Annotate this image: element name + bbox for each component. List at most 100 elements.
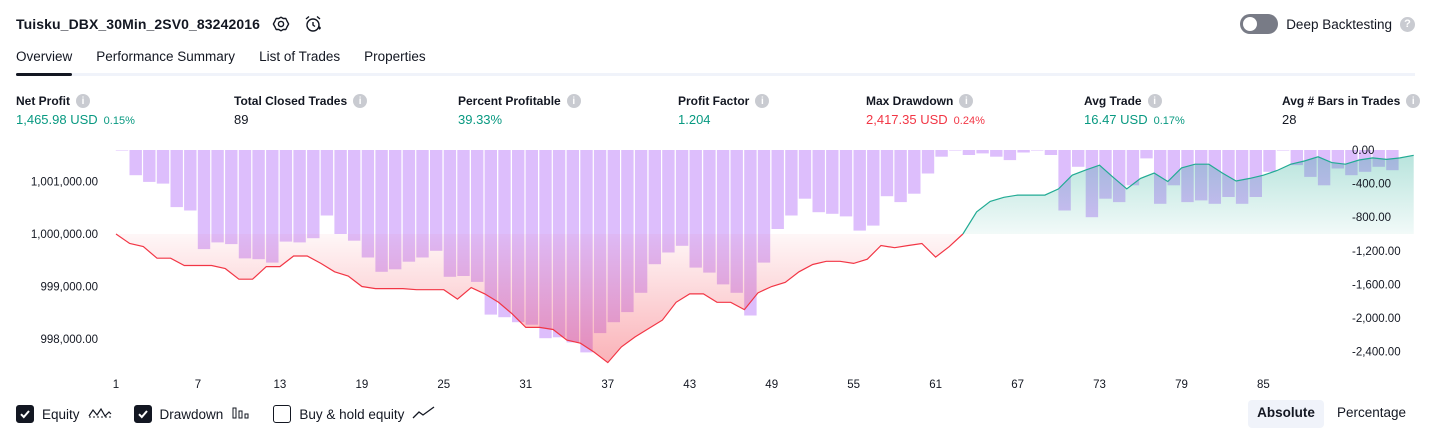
drawdown-bar bbox=[1031, 150, 1043, 151]
drawdown-bar bbox=[157, 150, 169, 184]
equity-label: Equity bbox=[42, 407, 80, 422]
drawdown-bar bbox=[116, 150, 128, 151]
right-axis-tick: 0.00 bbox=[1352, 145, 1374, 157]
info-icon[interactable]: i bbox=[567, 94, 581, 108]
net-profit-value: 1,465.98 USD bbox=[16, 112, 98, 127]
metric-total-closed-trades: Total Closed Trades i 89 bbox=[234, 92, 367, 127]
metric-profit-factor: Profit Factor i 1.204 bbox=[678, 92, 769, 127]
max-drawdown-value: 2,417.35 USD bbox=[866, 112, 948, 127]
x-axis-tick: 43 bbox=[683, 379, 696, 391]
tab-overview[interactable]: Overview bbox=[16, 46, 72, 73]
drawdown-bar bbox=[184, 150, 196, 211]
drawdown-label: Drawdown bbox=[160, 407, 224, 422]
x-axis-tick: 67 bbox=[1011, 379, 1024, 391]
info-icon[interactable]: i bbox=[755, 94, 769, 108]
right-axis-tick: -2,000.00 bbox=[1352, 313, 1401, 325]
avg-trade-value: 16.47 USD bbox=[1084, 112, 1148, 127]
help-icon[interactable]: ? bbox=[1400, 17, 1415, 32]
drawdown-bar bbox=[1263, 150, 1275, 172]
buy-hold-line-icon bbox=[412, 406, 436, 423]
deep-backtesting-control: Deep Backtesting ? bbox=[1240, 12, 1415, 36]
tab-list-of-trades[interactable]: List of Trades bbox=[259, 46, 340, 73]
checkbox-box[interactable] bbox=[16, 405, 34, 423]
scale-mode-switch: Absolute Percentage bbox=[1248, 400, 1415, 428]
drawdown-bar bbox=[348, 150, 360, 241]
checkbox-box[interactable] bbox=[273, 405, 291, 423]
x-axis-tick: 25 bbox=[437, 379, 450, 391]
x-axis: 1 7 13 19 25 31 37 43 49 55 61 67 73 79 85 bbox=[113, 379, 1270, 391]
equity-below-fill bbox=[116, 234, 963, 363]
right-axis-tick: -400.00 bbox=[1352, 179, 1391, 191]
drawdown-bar bbox=[922, 150, 934, 174]
right-axis-tick: -1,600.00 bbox=[1352, 279, 1401, 291]
checkbox-box[interactable] bbox=[134, 405, 152, 423]
drawdown-bar bbox=[171, 150, 183, 207]
x-axis-tick: 13 bbox=[274, 379, 287, 391]
tab-properties[interactable]: Properties bbox=[364, 46, 426, 73]
drawdown-bar bbox=[908, 150, 920, 194]
drawdown-bar bbox=[225, 150, 237, 244]
buy-hold-checkbox[interactable]: Buy & hold equity bbox=[273, 405, 436, 423]
tab-bar: Overview Performance Summary List of Tra… bbox=[16, 46, 1415, 76]
drawdown-bar bbox=[976, 150, 988, 153]
max-drawdown-label: Max Drawdown bbox=[866, 94, 953, 108]
buy-hold-label: Buy & hold equity bbox=[299, 407, 404, 422]
drawdown-bar bbox=[334, 150, 346, 234]
info-icon[interactable]: i bbox=[1406, 94, 1420, 108]
drawdown-bar bbox=[130, 150, 142, 175]
right-axis-tick: -2,400.00 bbox=[1352, 347, 1401, 359]
drawdown-bar bbox=[307, 150, 319, 238]
drawdown-bar bbox=[772, 150, 784, 229]
right-axis-tick: -800.00 bbox=[1352, 212, 1391, 224]
drawdown-bar bbox=[826, 150, 838, 214]
info-icon[interactable]: i bbox=[959, 94, 973, 108]
max-drawdown-pct: 0.24% bbox=[954, 115, 985, 127]
drawdown-bar bbox=[813, 150, 825, 212]
left-axis-tick: 1,000,000.00 bbox=[31, 229, 98, 241]
x-axis-tick: 61 bbox=[929, 379, 942, 391]
equity-drawdown-chart[interactable]: 1,001,000.00 1,000,000.00 999,000.00 998,00… bbox=[0, 140, 1431, 395]
drawdown-bar bbox=[1004, 150, 1016, 160]
drawdown-checkbox[interactable]: Drawdown bbox=[134, 405, 252, 423]
drawdown-bar bbox=[143, 150, 155, 182]
drawdown-bar bbox=[949, 150, 961, 151]
drawdown-bar bbox=[894, 150, 906, 202]
percentage-button[interactable]: Percentage bbox=[1328, 400, 1415, 428]
drawdown-bar bbox=[1072, 150, 1084, 167]
drawdown-bar bbox=[676, 150, 688, 246]
percent-profitable-label: Percent Profitable bbox=[458, 94, 561, 108]
x-axis-tick: 1 bbox=[113, 379, 119, 391]
equity-checkbox[interactable]: Equity bbox=[16, 405, 112, 423]
metric-avg-bars: Avg # Bars in Trades i 28 bbox=[1282, 92, 1420, 127]
toggle-knob bbox=[1243, 17, 1257, 31]
info-icon[interactable]: i bbox=[1148, 94, 1162, 108]
drawdown-bar bbox=[1140, 150, 1152, 158]
x-axis-tick: 7 bbox=[195, 379, 201, 391]
avg-trade-pct: 0.17% bbox=[1154, 115, 1185, 127]
info-icon[interactable]: i bbox=[353, 94, 367, 108]
metric-max-drawdown: Max Drawdown i 2,417.35 USD 0.24% bbox=[866, 92, 985, 127]
drawdown-bar bbox=[1045, 150, 1057, 155]
left-axis-tick: 999,000.00 bbox=[40, 282, 98, 294]
right-axis-tick: -1,200.00 bbox=[1352, 246, 1401, 258]
drawdown-bar bbox=[840, 150, 852, 216]
absolute-button[interactable]: Absolute bbox=[1248, 400, 1324, 428]
x-axis-tick: 79 bbox=[1175, 379, 1188, 391]
x-axis-tick: 55 bbox=[847, 379, 860, 391]
metric-avg-trade: Avg Trade i 16.47 USD 0.17% bbox=[1084, 92, 1185, 127]
tab-performance-summary[interactable]: Performance Summary bbox=[96, 46, 235, 73]
avg-bars-value: 28 bbox=[1282, 112, 1296, 127]
left-axis: 1,001,000.00 1,000,000.00 999,000.00 998,00… bbox=[31, 177, 98, 347]
total-closed-trades-value: 89 bbox=[234, 112, 248, 127]
alarm-clock-icon[interactable] bbox=[302, 13, 324, 35]
left-axis-tick: 1,001,000.00 bbox=[31, 177, 98, 189]
x-axis-tick: 49 bbox=[765, 379, 778, 391]
drawdown-bar bbox=[799, 150, 811, 199]
info-icon[interactable]: i bbox=[76, 94, 90, 108]
metric-net-profit: Net Profit i 1,465.98 USD 0.15% bbox=[16, 92, 135, 127]
drawdown-bar bbox=[881, 150, 893, 196]
drawdown-bar bbox=[963, 150, 975, 155]
deep-backtesting-toggle[interactable] bbox=[1240, 14, 1278, 34]
settings-icon[interactable] bbox=[270, 13, 292, 35]
metric-percent-profitable: Percent Profitable i 39.33% bbox=[458, 92, 581, 127]
